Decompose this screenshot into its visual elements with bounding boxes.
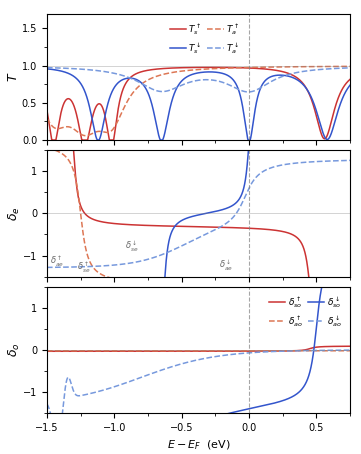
Legend: $T_s^\uparrow$, $T_s^\downarrow$, $T_a^\uparrow$, $T_a^\downarrow$: $T_s^\uparrow$, $T_s^\downarrow$, $T_a^\… [166,18,243,59]
Y-axis label: $\delta_e$: $\delta_e$ [6,206,22,221]
Legend: $\delta_{so}^\uparrow$, $\delta_{ao}^\uparrow$, $\delta_{so}^\downarrow$, $\delt: $\delta_{so}^\uparrow$, $\delta_{ao}^\up… [265,291,345,333]
Text: $\delta_{se}^\downarrow$: $\delta_{se}^\downarrow$ [125,239,139,254]
X-axis label: $E - E_F$  (eV): $E - E_F$ (eV) [167,439,230,452]
Text: $\delta_{ae}^\uparrow$: $\delta_{ae}^\uparrow$ [49,255,64,270]
Text: $\delta_{se}^\uparrow$: $\delta_{se}^\uparrow$ [77,261,90,275]
Y-axis label: $T$: $T$ [8,72,21,82]
Y-axis label: $\delta_o$: $\delta_o$ [6,343,22,357]
Text: $\delta_{ae}^\downarrow$: $\delta_{ae}^\downarrow$ [219,258,234,273]
